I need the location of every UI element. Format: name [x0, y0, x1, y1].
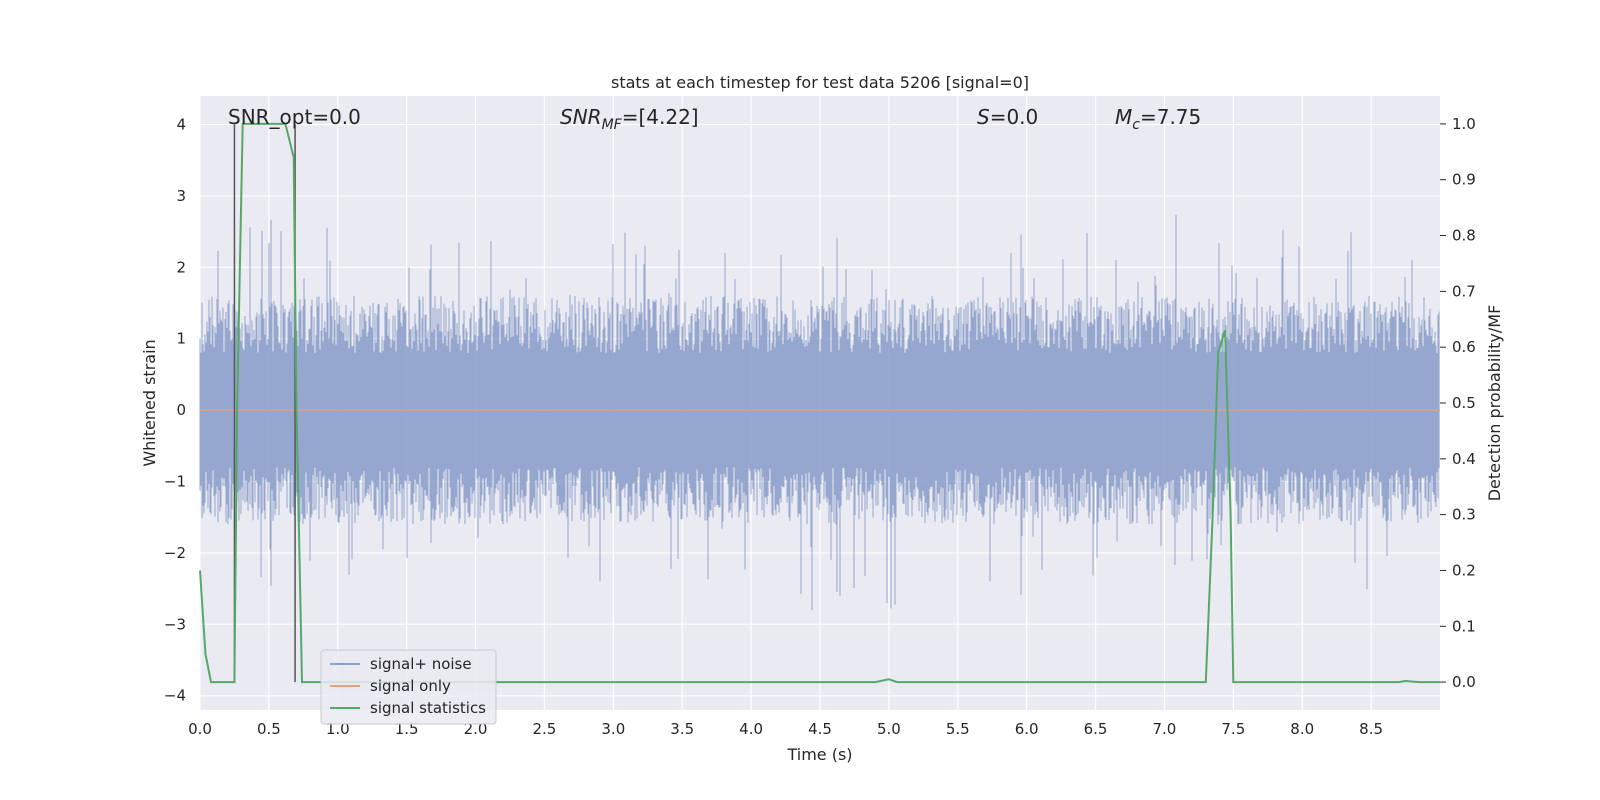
- s-var: S: [977, 105, 990, 129]
- x-tick-label: 8.0: [1290, 720, 1314, 738]
- snr-mf-main: SNR: [560, 105, 602, 129]
- mc-annotation: Mc=7.75: [1115, 105, 1201, 133]
- y2-tick-label: 0.5: [1452, 394, 1476, 412]
- y-tick-label: −2: [164, 544, 186, 562]
- x-axis-label: Time (s): [786, 745, 852, 764]
- snr-mf-sub: MF: [602, 117, 623, 133]
- x-tick-label: 4.5: [808, 720, 832, 738]
- y2-axis-label: Detection probability/MF: [1485, 305, 1504, 502]
- mc-value: =7.75: [1140, 105, 1201, 129]
- y2-axis-ticks: 0.0 0.1 0.2 0.3 0.4 0.5 0.6 0.7 0.8 0.9 1.0: [1440, 115, 1476, 691]
- y2-tick-label: 0.3: [1452, 506, 1476, 524]
- y2-tick-label: 0.8: [1452, 227, 1476, 245]
- y-tick-label: −1: [164, 473, 186, 491]
- x-tick-label: 4.0: [739, 720, 763, 738]
- y2-tick-label: 0.1: [1452, 617, 1476, 635]
- x-tick-label: 3.0: [601, 720, 625, 738]
- y2-tick-label: 0.9: [1452, 171, 1476, 189]
- mc-sub: c: [1132, 117, 1140, 133]
- y-tick-label: 2: [176, 258, 186, 276]
- y-tick-label: 0: [176, 401, 186, 419]
- y2-tick-label: 0.7: [1452, 282, 1476, 300]
- y-tick-label: 3: [176, 187, 186, 205]
- x-tick-label: 5.5: [946, 720, 970, 738]
- x-tick-label: 7.5: [1221, 720, 1245, 738]
- snr-mf-value: =[4.22]: [622, 105, 699, 129]
- x-tick-label: 0.5: [257, 720, 281, 738]
- s-value: =0.0: [990, 105, 1039, 129]
- x-tick-label: 2.5: [533, 720, 557, 738]
- mc-var: M: [1115, 105, 1132, 129]
- y-axis-ticks: −4 −3 −2 −1 0 1 2 3 4: [164, 116, 186, 705]
- legend: signal+ noise signal only signal statist…: [320, 649, 497, 725]
- x-tick-label: 5.0: [877, 720, 901, 738]
- y-axis-label: Whitened strain: [140, 339, 159, 466]
- s-annotation: S=0.0: [977, 105, 1038, 129]
- y2-tick-label: 0.4: [1452, 450, 1476, 468]
- chart-title: stats at each timestep for test data 520…: [611, 73, 1029, 92]
- signal-statistics-line: [199, 122, 1440, 684]
- y2-tick-label: 0.0: [1452, 673, 1476, 691]
- x-tick-label: 7.0: [1153, 720, 1177, 738]
- y2-tick-label: 0.6: [1452, 338, 1476, 356]
- x-tick-label: 3.5: [670, 720, 694, 738]
- legend-label-noise: signal+ noise: [370, 655, 472, 673]
- y-tick-label: 4: [176, 116, 186, 134]
- x-tick-label: 6.5: [1084, 720, 1108, 738]
- noise-trace: [199, 215, 1440, 610]
- x-tick-label: 6.0: [1015, 720, 1039, 738]
- y-tick-label: −3: [164, 615, 186, 633]
- legend-label-signal: signal only: [370, 677, 451, 695]
- y-tick-label: −4: [164, 687, 186, 705]
- snr-mf-annotation: SNRMF=[4.22]: [560, 105, 699, 133]
- legend-box: [320, 649, 497, 725]
- noise-series: [199, 215, 1440, 610]
- y2-tick-label: 1.0: [1452, 115, 1476, 133]
- y2-tick-label: 0.2: [1452, 561, 1476, 579]
- legend-label-statistics: signal statistics: [370, 699, 486, 717]
- x-tick-label: 8.5: [1359, 720, 1383, 738]
- snr-opt-annotation: SNR_opt=0.0: [228, 105, 361, 129]
- x-tick-label: 0.0: [188, 720, 212, 738]
- y-tick-label: 1: [176, 330, 186, 348]
